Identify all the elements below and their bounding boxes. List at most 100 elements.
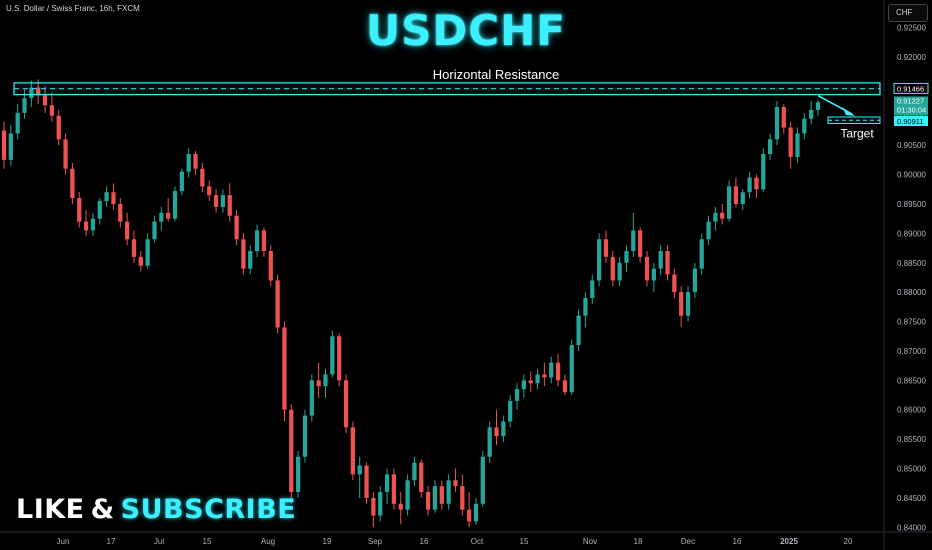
- candle-body: [220, 195, 226, 207]
- candle-body: [15, 112, 20, 134]
- candle-body: [193, 154, 198, 169]
- current-price-label: 0.91227: [897, 96, 924, 105]
- candle-body: [535, 374, 540, 384]
- y-tick-label: 0.92000: [897, 53, 926, 62]
- resistance-label: Horizontal Resistance: [433, 67, 559, 82]
- candle-body: [733, 186, 739, 204]
- candle-body: [49, 105, 55, 116]
- candle-body: [282, 327, 287, 410]
- candle-body: [583, 298, 588, 316]
- candle-body: [508, 400, 513, 422]
- subscribe-text: SUBSCRIBE: [120, 494, 297, 525]
- candle-body: [494, 427, 499, 437]
- candle-body: [754, 177, 759, 190]
- candle-body: [22, 98, 27, 113]
- candle-body: [631, 230, 636, 252]
- candle-body: [357, 465, 362, 475]
- candle-body: [248, 251, 253, 269]
- candle-body: [90, 218, 96, 231]
- candle-body: [364, 465, 369, 498]
- candle-body: [679, 292, 684, 316]
- y-tick-label: 0.90500: [897, 141, 926, 150]
- candle-body: [774, 106, 780, 140]
- y-tick-label: 0.87000: [897, 347, 926, 356]
- candle-body: [562, 380, 568, 393]
- candle-body: [439, 486, 444, 504]
- x-tick-label: Jul: [154, 537, 164, 546]
- candle-body: [200, 168, 205, 187]
- candle-body: [672, 274, 677, 293]
- candle-body: [275, 280, 280, 328]
- candle-body: [685, 292, 691, 316]
- candle-body: [337, 336, 342, 381]
- candle-body: [501, 421, 506, 437]
- countdown-label: 01:30:04: [897, 105, 926, 114]
- y-tick-label: 0.84500: [897, 494, 926, 503]
- y-tick-label: 0.89000: [897, 229, 926, 238]
- symbol-title: U.S. Dollar / Swiss Franc, 16h, FXCM: [6, 4, 140, 13]
- x-tick-label: 16: [733, 537, 742, 546]
- candle-body: [227, 195, 232, 216]
- resistance-price-tag: [893, 82, 929, 94]
- candle-body: [795, 133, 800, 157]
- candle-body: [330, 336, 335, 375]
- candle-body: [467, 509, 472, 522]
- candle-body: [542, 374, 547, 378]
- candle-body: [815, 102, 821, 110]
- y-tick-label: 0.85500: [897, 435, 926, 444]
- candle-body: [1, 130, 7, 160]
- candle-body: [268, 251, 273, 281]
- candle-body: [644, 256, 650, 281]
- candle-body: [480, 456, 485, 504]
- candle-body: [658, 251, 663, 269]
- current-price-tag: [894, 96, 928, 116]
- candle-body: [624, 251, 629, 263]
- y-tick-label: 0.88500: [897, 259, 926, 268]
- candle-body: [514, 389, 520, 401]
- candle-body: [97, 201, 102, 219]
- candle-body: [549, 362, 554, 378]
- x-tick-label: Oct: [471, 537, 484, 546]
- candle-body: [596, 239, 602, 281]
- candle-body: [296, 456, 301, 493]
- candle-body: [371, 497, 376, 516]
- candle-body: [781, 106, 786, 128]
- candle-body: [378, 492, 383, 516]
- candle-body: [166, 212, 171, 219]
- candle-body: [172, 191, 178, 219]
- candle-body: [42, 95, 48, 106]
- candle-body: [104, 192, 109, 202]
- candle-body: [590, 280, 595, 299]
- x-tick-label: 2025: [780, 537, 798, 546]
- currency-button[interactable]: CHF: [888, 4, 928, 22]
- candle-body: [487, 427, 492, 457]
- candle-body: [309, 380, 314, 416]
- candle-body: [617, 262, 622, 281]
- candle-body: [788, 127, 793, 157]
- y-tick-label: 0.85000: [897, 465, 926, 474]
- resistance-price-label: 0.91466: [897, 84, 924, 93]
- candle-body: [29, 87, 34, 99]
- like-text: LIKE: [16, 494, 85, 525]
- x-tick-label: 15: [520, 537, 529, 546]
- candle-body: [720, 212, 725, 219]
- candle-body: [36, 87, 41, 96]
- x-tick-label: 18: [634, 537, 643, 546]
- candle-body: [460, 486, 465, 510]
- candle-body: [8, 133, 13, 160]
- candle-body: [391, 474, 397, 504]
- candle-body: [651, 268, 656, 281]
- x-tick-label: 20: [844, 537, 853, 546]
- candle-body: [767, 139, 773, 155]
- candle-body: [699, 239, 704, 269]
- candle-body: [419, 462, 424, 493]
- candle-body: [302, 415, 308, 457]
- ampersand-text: &: [90, 494, 115, 525]
- candle-body: [159, 212, 164, 222]
- candle-body: [446, 480, 451, 504]
- candle-body: [809, 109, 814, 119]
- candle-body: [179, 171, 184, 192]
- candle-body: [213, 195, 219, 207]
- candle-body: [638, 230, 643, 257]
